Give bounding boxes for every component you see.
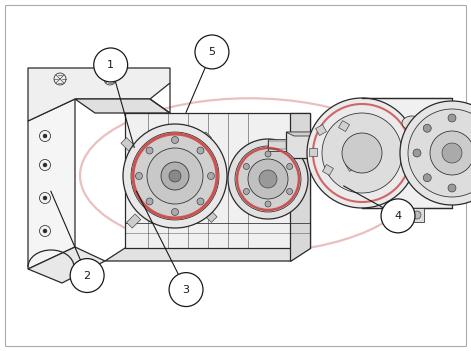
Circle shape [413, 211, 421, 219]
Text: 3: 3 [183, 285, 189, 294]
Text: 1: 1 [107, 60, 114, 70]
Circle shape [448, 184, 456, 192]
Circle shape [169, 273, 203, 306]
Bar [410, 208, 424, 222]
Circle shape [197, 147, 204, 154]
Circle shape [408, 109, 471, 197]
Bar [339, 121, 349, 132]
Bar [385, 208, 399, 222]
Circle shape [265, 201, 271, 207]
Bar [316, 125, 326, 135]
Circle shape [228, 139, 308, 219]
Circle shape [235, 146, 301, 212]
Polygon shape [28, 68, 170, 121]
Circle shape [259, 170, 277, 188]
Circle shape [326, 130, 354, 158]
Circle shape [197, 198, 204, 205]
Circle shape [70, 259, 104, 292]
Polygon shape [28, 99, 75, 269]
Text: 4: 4 [394, 211, 402, 221]
Polygon shape [28, 247, 105, 283]
Ellipse shape [402, 116, 422, 130]
Text: 2: 2 [83, 271, 91, 280]
Circle shape [146, 147, 153, 154]
Circle shape [136, 172, 143, 179]
Text: SPECIALISTS: SPECIALISTS [192, 184, 307, 199]
Circle shape [123, 124, 227, 228]
Circle shape [208, 172, 214, 179]
Circle shape [161, 162, 189, 190]
Circle shape [342, 133, 382, 173]
Polygon shape [290, 113, 310, 261]
Circle shape [388, 211, 396, 219]
Circle shape [265, 151, 271, 157]
Circle shape [94, 48, 128, 82]
Circle shape [169, 170, 181, 182]
Circle shape [244, 188, 249, 194]
Circle shape [43, 163, 47, 167]
Circle shape [171, 208, 179, 216]
Circle shape [430, 131, 471, 175]
Polygon shape [105, 248, 310, 261]
Circle shape [146, 198, 153, 205]
Bar [121, 138, 135, 152]
Bar [127, 214, 141, 228]
Circle shape [244, 164, 249, 170]
Circle shape [322, 113, 402, 193]
Bar [268, 139, 286, 151]
Circle shape [423, 124, 431, 132]
Circle shape [423, 174, 431, 182]
Circle shape [381, 199, 415, 233]
Circle shape [287, 188, 292, 194]
Bar [197, 132, 211, 146]
Bar [203, 208, 217, 223]
Polygon shape [362, 98, 452, 208]
Bar [323, 165, 333, 176]
Circle shape [131, 132, 219, 220]
Circle shape [171, 137, 179, 144]
Circle shape [400, 101, 471, 205]
Bar [268, 141, 286, 149]
Text: EQUIPMENT: EQUIPMENT [196, 149, 303, 164]
Polygon shape [286, 132, 333, 136]
Circle shape [442, 143, 462, 163]
Circle shape [287, 164, 292, 170]
Text: 5: 5 [209, 47, 215, 57]
Circle shape [195, 35, 229, 69]
Circle shape [413, 149, 421, 157]
Polygon shape [75, 99, 170, 113]
Bar [360, 126, 450, 191]
Circle shape [43, 229, 47, 233]
Bar [346, 160, 357, 171]
Circle shape [307, 98, 417, 208]
Bar [355, 140, 363, 148]
Circle shape [43, 134, 47, 138]
Bar [355, 137, 377, 151]
Circle shape [248, 159, 288, 199]
Circle shape [318, 122, 362, 166]
Bar [125, 113, 310, 248]
Bar [286, 132, 325, 158]
Circle shape [147, 148, 203, 204]
Circle shape [43, 196, 47, 200]
Circle shape [448, 114, 456, 122]
Bar [309, 148, 317, 156]
